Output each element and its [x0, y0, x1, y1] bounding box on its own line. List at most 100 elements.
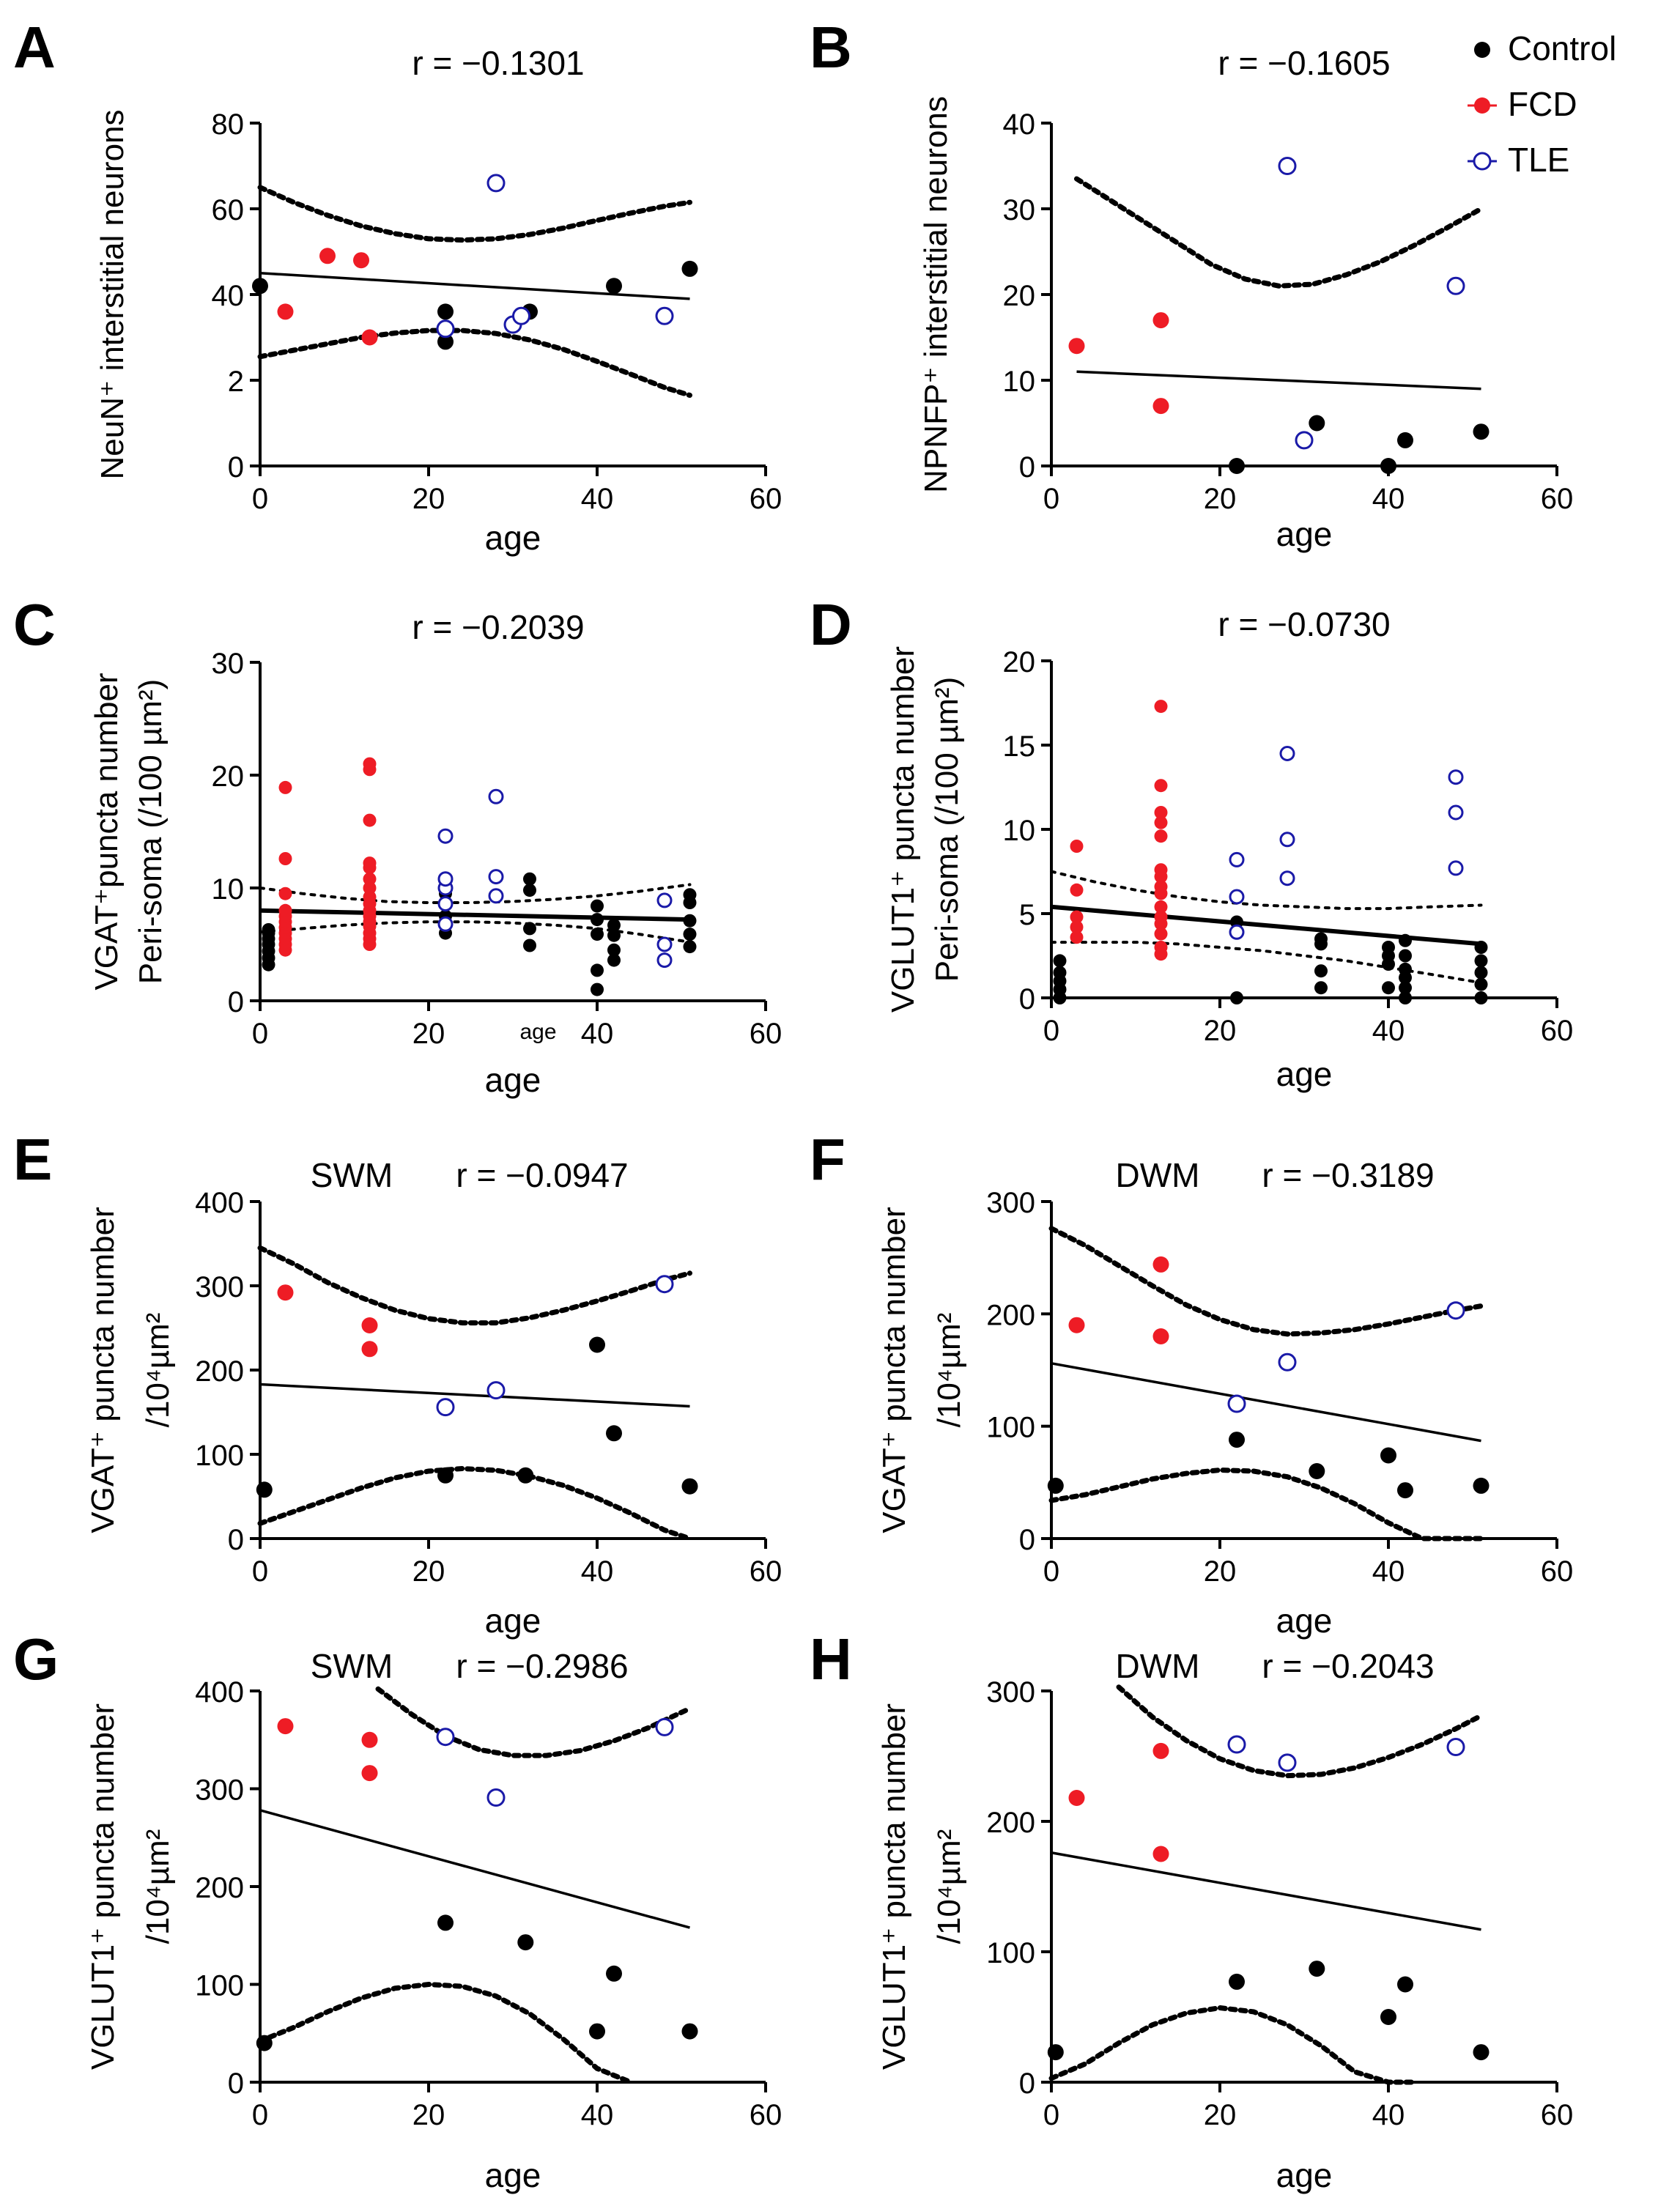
point-tle-a	[512, 306, 530, 325]
legend-label-fcd: FCD	[1508, 85, 1577, 123]
point-control-e	[256, 1481, 273, 1498]
regression-line-f	[1051, 1362, 1481, 1443]
point-fcd-c	[278, 780, 292, 794]
y-tick-label-a: 80	[212, 108, 245, 141]
point-control-c	[591, 899, 604, 913]
x-tick-label-h: 20	[1204, 2099, 1237, 2131]
y-tick-label-b: 20	[1003, 280, 1036, 312]
point-fcd-g	[361, 1765, 378, 1782]
x-tick-label-e: 60	[750, 1555, 782, 1588]
panel-letter-c: C	[13, 592, 56, 657]
y-axis-label-b: NPNFP⁺ interstitial neurons	[918, 96, 954, 493]
point-control-g	[256, 2035, 273, 2051]
panel-title-a: r = −0.1301	[412, 44, 584, 82]
x-tick-label-e: 0	[252, 1555, 268, 1588]
point-fcd-c	[363, 856, 377, 870]
point-control-e	[589, 1336, 605, 1353]
point-control-f	[1309, 1463, 1325, 1479]
panel-region-e: SWM	[311, 1156, 393, 1194]
point-fcd-d	[1070, 840, 1084, 853]
panel-letter-h: H	[810, 1626, 852, 1692]
point-control-b	[1229, 458, 1245, 474]
point-fcd-d	[1154, 941, 1168, 954]
point-control-h	[1473, 2044, 1490, 2061]
point-fcd-h	[1152, 1846, 1169, 1862]
y-tick-label-h: 300	[986, 1676, 1035, 1709]
point-control-d	[1382, 941, 1395, 954]
y-tick-label-a: 2	[228, 366, 244, 398]
y-tick-label-h: 200	[986, 1807, 1035, 1839]
y-tick-label-e: 400	[195, 1187, 244, 1219]
x-axis-label-f: age	[1276, 1602, 1333, 1640]
x-tick-label-d: 0	[1043, 1015, 1059, 1047]
regression-line-a	[259, 272, 690, 300]
point-control-c	[607, 943, 621, 957]
point-control-h	[1380, 2009, 1396, 2025]
point-control-c	[683, 928, 697, 941]
y-tick-label-c: 20	[212, 760, 245, 793]
x-axis-label-a: age	[485, 519, 541, 557]
panel-title-f: r = −0.3189	[1262, 1156, 1434, 1194]
point-control-g	[517, 1934, 534, 1951]
point-control-f	[1397, 1482, 1413, 1499]
x-tick-label-f: 0	[1043, 1555, 1059, 1588]
point-tle-h	[1227, 1735, 1246, 1754]
point-tle-e	[436, 1398, 455, 1417]
point-fcd-d	[1154, 700, 1168, 714]
point-tle-c	[656, 952, 673, 969]
point-control-c	[683, 888, 697, 902]
panel-title-h: r = −0.2043	[1262, 1647, 1434, 1685]
y-axis-label-e: VGAT⁺ puncta number	[85, 1207, 121, 1533]
y-tick-label-d: 10	[1003, 815, 1036, 847]
point-control-c	[607, 928, 621, 942]
point-tle-g	[486, 1788, 506, 1807]
point-tle-c	[437, 896, 454, 912]
panel-h: H DWM r = −0.2043 0 100 200 300 0 20 40 60 age VGLUT…	[810, 1626, 1573, 2194]
panel-title-c: r = −0.2039	[412, 608, 584, 646]
point-control-c	[523, 884, 536, 897]
point-fcd-a	[353, 252, 369, 269]
ci-lower-band-a	[257, 327, 692, 398]
point-control-c	[607, 918, 621, 932]
point-control-d	[1474, 954, 1488, 968]
x-tick-label-f: 60	[1541, 1555, 1574, 1588]
point-control-d	[1399, 991, 1412, 1004]
point-fcd-e	[361, 1341, 378, 1358]
point-fcd-c	[363, 872, 377, 886]
x-tick-label-a: 0	[252, 483, 268, 515]
x-tick-label-f: 20	[1204, 1555, 1237, 1588]
point-fcd-f	[1152, 1256, 1169, 1273]
point-fcd-d	[1154, 829, 1168, 843]
x-tick-label-g: 60	[750, 2099, 782, 2131]
point-control-c	[523, 872, 536, 886]
point-tle-f	[1227, 1394, 1246, 1413]
point-fcd-b	[1152, 398, 1169, 415]
x-tick-label-d: 20	[1204, 1015, 1237, 1047]
ci-upper-band-b	[1074, 176, 1484, 289]
x-tick-label-c: 20	[412, 1018, 445, 1050]
point-control-d	[1314, 932, 1328, 946]
panel-letter-d: D	[810, 592, 852, 657]
regression-line-h	[1051, 1851, 1481, 1931]
point-control-f	[1380, 1447, 1396, 1464]
point-fcd-c	[363, 813, 377, 827]
point-fcd-c	[363, 757, 377, 771]
y-axis-label-c: Peri-soma (/100 µm²)	[133, 679, 169, 985]
panel-title-b: r = −0.1605	[1218, 44, 1390, 82]
y-axis-label-h: /10⁴µm²	[931, 1829, 967, 1944]
point-control-g	[606, 1965, 622, 1982]
ci-upper-band-a	[257, 185, 692, 243]
x-tick-label-c: 40	[581, 1018, 614, 1050]
regression-line-b	[1076, 370, 1481, 391]
point-control-a	[252, 278, 268, 295]
point-control-e	[681, 1478, 698, 1495]
ci-upper-band-e	[257, 1245, 692, 1326]
panel-letter-a: A	[13, 15, 56, 80]
point-fcd-d	[1070, 910, 1084, 924]
ci-upper-band-g	[375, 1686, 692, 1758]
legend-label-tle: TLE	[1508, 141, 1569, 179]
point-control-c	[262, 923, 275, 936]
y-axis-label-f: VGAT⁺ puncta number	[876, 1207, 912, 1533]
point-control-g	[681, 2023, 698, 2040]
